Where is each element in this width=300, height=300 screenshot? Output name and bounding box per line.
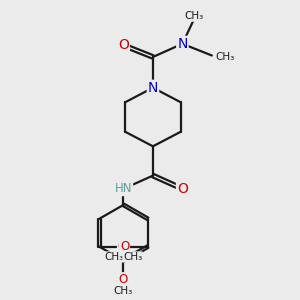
Text: O: O (119, 273, 128, 286)
Text: CH₃: CH₃ (114, 286, 133, 296)
Text: O: O (177, 182, 188, 196)
Text: CH₃: CH₃ (105, 252, 124, 262)
Text: N: N (148, 81, 158, 95)
Text: CH₃: CH₃ (184, 11, 204, 21)
Text: O: O (118, 240, 127, 253)
Text: CH₃: CH₃ (215, 52, 235, 62)
Text: N: N (177, 37, 188, 51)
Text: HN: HN (115, 182, 132, 195)
Text: O: O (120, 240, 129, 253)
Text: O: O (118, 38, 129, 52)
Text: CH₃: CH₃ (123, 252, 142, 262)
